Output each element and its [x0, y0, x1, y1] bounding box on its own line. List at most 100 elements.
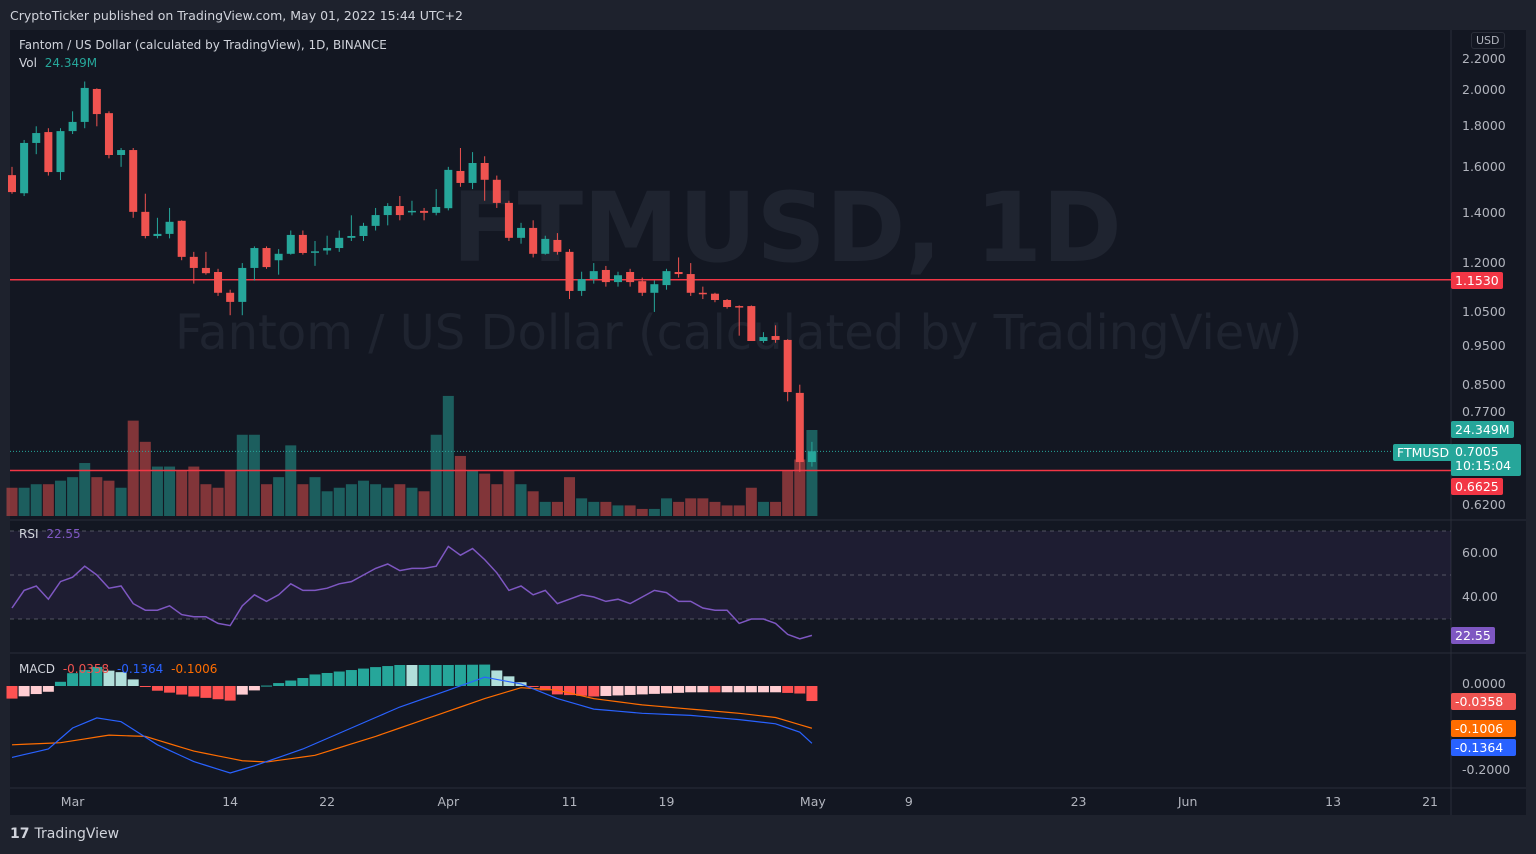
volume-bar	[551, 501, 563, 516]
candle-body	[771, 336, 780, 340]
macd-histogram-bar	[576, 686, 588, 696]
macd-histogram-bar	[782, 686, 794, 693]
candle-body	[662, 271, 671, 286]
macd-histogram-bar	[236, 686, 248, 695]
volume-bar	[685, 498, 697, 516]
candle-body	[214, 272, 223, 293]
volume-bar	[757, 501, 769, 516]
macd-histogram-bar	[79, 670, 91, 686]
volume-bar	[624, 505, 636, 516]
volume-bar	[18, 487, 30, 516]
macd-histogram-bar	[54, 681, 66, 686]
volume-bar	[394, 484, 406, 516]
macd-histogram-bar	[660, 686, 672, 694]
volume-bar	[745, 487, 757, 516]
macd-histogram-bar	[103, 670, 115, 686]
candle-body	[238, 267, 247, 302]
macd-histogram-bar	[564, 686, 576, 696]
macd-histogram-bar	[539, 686, 551, 691]
macd-legend[interactable]: MACD -0.0358 -0.1364 -0.1006	[19, 662, 217, 676]
candle-body	[141, 211, 150, 236]
watermark-name: Fantom / US Dollar (calculated by Tradin…	[175, 305, 1303, 361]
volume-bar	[806, 430, 818, 516]
candle-body	[468, 162, 477, 183]
macd-histogram-bar	[261, 685, 273, 687]
candle-body	[395, 206, 404, 216]
last-price-tag: 0.7005 10:15:04	[1451, 444, 1521, 476]
candle-body	[807, 451, 816, 463]
candle-body	[32, 133, 41, 143]
price-tick-label: 1.0500	[1462, 303, 1506, 319]
volume-bar	[733, 505, 745, 516]
volume-bar	[103, 480, 115, 516]
candle-body	[335, 237, 344, 249]
volume-bar	[309, 477, 321, 516]
volume-bar	[333, 487, 345, 516]
candle-body	[444, 169, 453, 209]
candle-body	[504, 202, 513, 238]
price-tick-label: 1.6000	[1462, 158, 1506, 174]
symbol-legend[interactable]: Fantom / US Dollar (calculated by Tradin…	[19, 38, 387, 52]
rsi-legend[interactable]: RSI 22.55	[19, 527, 81, 541]
candle-body	[129, 150, 138, 212]
volume-bar	[79, 463, 91, 516]
macd-histogram-bar	[600, 686, 612, 696]
price-tick-label: 0.8500	[1462, 376, 1506, 392]
macd-histogram-bar	[333, 671, 345, 686]
volume-legend[interactable]: Vol 24.349M	[19, 56, 97, 70]
candle-body	[565, 251, 574, 291]
macd-histogram-bar	[612, 686, 624, 696]
logo-text: TradingView	[34, 826, 120, 842]
volume-bar	[782, 470, 794, 516]
volume-bar	[370, 484, 382, 516]
macd-histogram-bar	[467, 664, 479, 686]
candle-body	[589, 271, 598, 280]
volume-bar	[721, 505, 733, 516]
chart-panel[interactable]	[10, 30, 1526, 815]
rsi-tag: 22.55	[1451, 627, 1495, 644]
volume-bar	[648, 508, 660, 516]
macd-histogram-bar	[806, 686, 818, 702]
macd-histogram-bar	[42, 686, 54, 692]
currency-button[interactable]: USD	[1471, 32, 1505, 49]
watermark-symbol: FTMUSD, 1D	[452, 172, 1122, 284]
candle-body	[407, 210, 416, 213]
candle-body	[68, 121, 77, 132]
macd-histogram-bar	[721, 686, 733, 693]
volume-bar	[224, 470, 236, 516]
candle-body	[323, 248, 332, 251]
date-tick-label: 21	[1422, 794, 1438, 809]
price-tick-label: 2.0000	[1462, 82, 1506, 97]
macd-histogram-bar	[151, 686, 163, 691]
candle-body	[638, 281, 647, 293]
candle-body	[117, 150, 126, 156]
macd-histogram-bar	[382, 666, 394, 686]
macd-histogram-bar	[491, 670, 503, 686]
candle-body	[614, 275, 622, 283]
candle-body	[541, 238, 550, 254]
volume-bar	[442, 395, 454, 516]
volume-bar	[564, 477, 576, 516]
macd-histogram-bar	[345, 670, 357, 686]
candle-body	[250, 248, 259, 268]
macd-signal-tag: -0.1006	[1451, 720, 1516, 737]
macd-signal-line	[11, 687, 813, 763]
macd-histogram-bar	[18, 686, 30, 697]
candle-body	[177, 220, 186, 257]
candle-body	[601, 269, 610, 283]
volume-bar	[479, 473, 491, 516]
candle-body	[723, 299, 732, 308]
volume-bar	[673, 501, 685, 516]
candle-body	[44, 132, 53, 173]
candle-body	[529, 227, 538, 254]
candle-body	[383, 206, 392, 216]
candle-body	[347, 235, 356, 238]
macd-histogram-bar	[418, 665, 430, 686]
candle-body	[710, 293, 719, 300]
volume-bar	[515, 484, 527, 516]
volume-bar	[697, 498, 709, 516]
volume-bar	[42, 484, 54, 516]
tradingview-logo[interactable]: 𝟭𝟳 TradingView	[10, 826, 119, 842]
volume-bar	[91, 477, 103, 516]
